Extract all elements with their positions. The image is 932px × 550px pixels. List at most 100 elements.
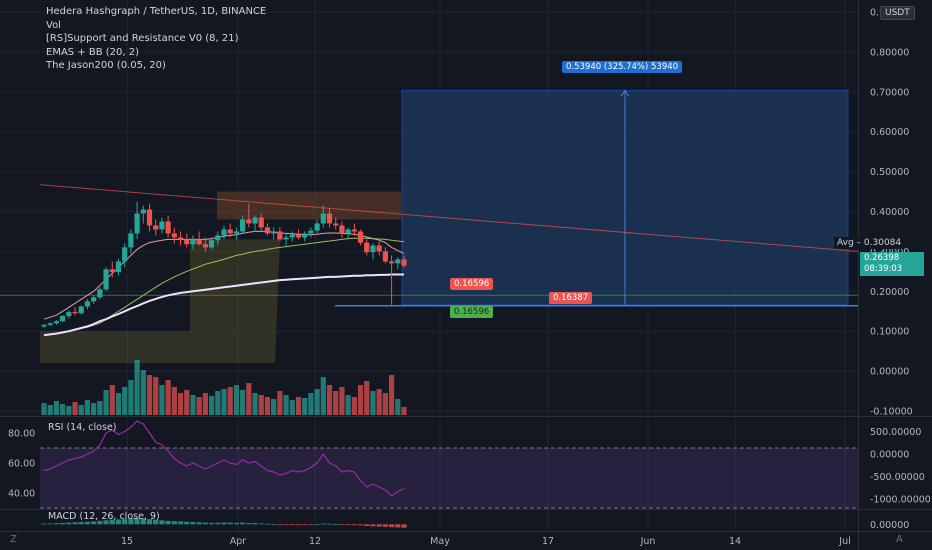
volume-bar <box>320 377 326 415</box>
y-tick-label: 0.00000 <box>870 367 909 378</box>
rsi-label: RSI (14, close) <box>48 422 117 433</box>
y-tick-label: 0.20000 <box>870 287 909 298</box>
volume-bar <box>302 398 308 415</box>
macd-histogram-bar <box>258 523 264 525</box>
candle-body <box>395 259 401 264</box>
macd-histogram-bar <box>47 523 53 525</box>
candle-body <box>271 231 277 234</box>
macd-histogram-bar <box>283 524 289 526</box>
macd-histogram-bar <box>215 522 221 525</box>
macd-histogram-bar <box>271 524 277 525</box>
candle-body <box>208 240 215 248</box>
volume-bar <box>140 370 146 415</box>
candle-body <box>109 269 115 273</box>
macd-histogram-bar <box>196 522 202 525</box>
macd-histogram-bar <box>252 522 258 525</box>
volume-bar <box>78 405 84 415</box>
candle-body <box>97 289 103 298</box>
volume-bar <box>91 403 97 415</box>
candle-body <box>41 324 47 327</box>
volume-bar <box>326 385 333 415</box>
y-tick-label: 0.50000 <box>870 167 909 178</box>
y-tick-label: 0.40000 <box>870 207 909 218</box>
candle-body <box>190 239 196 245</box>
volume-bar <box>240 390 246 415</box>
candle-body <box>47 323 53 325</box>
y-tick-label: -0.10000 <box>870 407 913 418</box>
candle-body <box>370 245 376 253</box>
legend-vol: Vol <box>46 19 61 31</box>
y-tick-label: 0.70000 <box>870 87 909 98</box>
candle-body <box>128 233 134 248</box>
macd-histogram-bar <box>240 522 246 525</box>
candle-body <box>264 227 271 234</box>
macd-histogram-bar <box>53 523 60 525</box>
x-tick-label: Jul <box>838 536 850 547</box>
macd-histogram-bar <box>91 521 97 525</box>
candle-body <box>240 219 246 232</box>
macd-histogram-bar <box>41 523 47 525</box>
candle-body <box>302 233 308 238</box>
candle-body <box>357 231 364 243</box>
volume-bar <box>271 399 277 415</box>
volume-bar <box>357 385 364 415</box>
macd-histogram-bar <box>153 519 159 525</box>
candle-body <box>66 312 72 317</box>
y-tick-label: 0.80000 <box>870 47 909 58</box>
macd-histogram-bar <box>122 519 128 525</box>
volume-bar <box>177 393 184 415</box>
legend-support-resistance: [RS]Support and Resistance V0 (8, 21) <box>46 33 239 44</box>
macd-histogram-bar <box>84 521 91 525</box>
macd-histogram-bar <box>382 524 388 527</box>
candle-body <box>295 234 302 238</box>
macd-histogram-bar <box>165 520 171 525</box>
volume-bar <box>97 401 103 415</box>
volume-bar <box>153 377 159 415</box>
volume-bar <box>233 385 240 415</box>
target-arrow-head <box>620 89 630 97</box>
candle-body <box>153 225 159 230</box>
macd-histogram-bar <box>221 522 227 525</box>
volume-bar <box>109 385 115 415</box>
volume-bar <box>122 387 128 415</box>
volume-bar <box>221 389 227 415</box>
macd-histogram-bar <box>357 524 364 526</box>
macd-histogram-bar <box>202 522 208 525</box>
volume-bar <box>333 391 339 415</box>
candle-body <box>196 239 202 245</box>
rsi-band <box>40 448 858 508</box>
timezone-icon[interactable]: Z <box>10 534 17 545</box>
volume-bar <box>84 400 91 415</box>
macd-histogram-bar <box>345 524 351 526</box>
volume-bar <box>72 402 78 415</box>
candle-body <box>233 231 240 234</box>
macd-histogram-bar <box>140 518 146 525</box>
macd-histogram-bar <box>388 524 395 528</box>
candle-body <box>171 233 177 238</box>
macd-histogram-bar <box>72 522 78 525</box>
x-tick-label: 17 <box>542 536 554 547</box>
volume-bar <box>208 396 215 415</box>
currency-button[interactable]: USDT <box>880 6 915 20</box>
macd-histogram-bar <box>302 524 308 526</box>
volume-bar <box>252 393 258 415</box>
countdown: 08:39:03 <box>864 264 903 274</box>
rsi-line <box>43 420 405 497</box>
auto-scale-icon[interactable]: A <box>896 534 903 545</box>
candle-body <box>146 209 153 226</box>
volume-bar <box>376 389 382 415</box>
macd-histogram-bar <box>146 519 153 525</box>
volume-bar <box>202 393 208 415</box>
candle-body <box>177 237 184 240</box>
x-tick-label: May <box>430 536 450 547</box>
candle-body <box>345 229 351 234</box>
rsi-right-tick-label: -500.00000 <box>870 472 925 483</box>
macd-histogram-bar <box>66 522 72 525</box>
rsi-tick-label: 80.00 <box>8 429 35 440</box>
macd-histogram-bar <box>376 524 382 527</box>
candle-body <box>283 237 289 240</box>
volume-bar <box>146 375 153 415</box>
macd-histogram-bar <box>134 518 140 525</box>
